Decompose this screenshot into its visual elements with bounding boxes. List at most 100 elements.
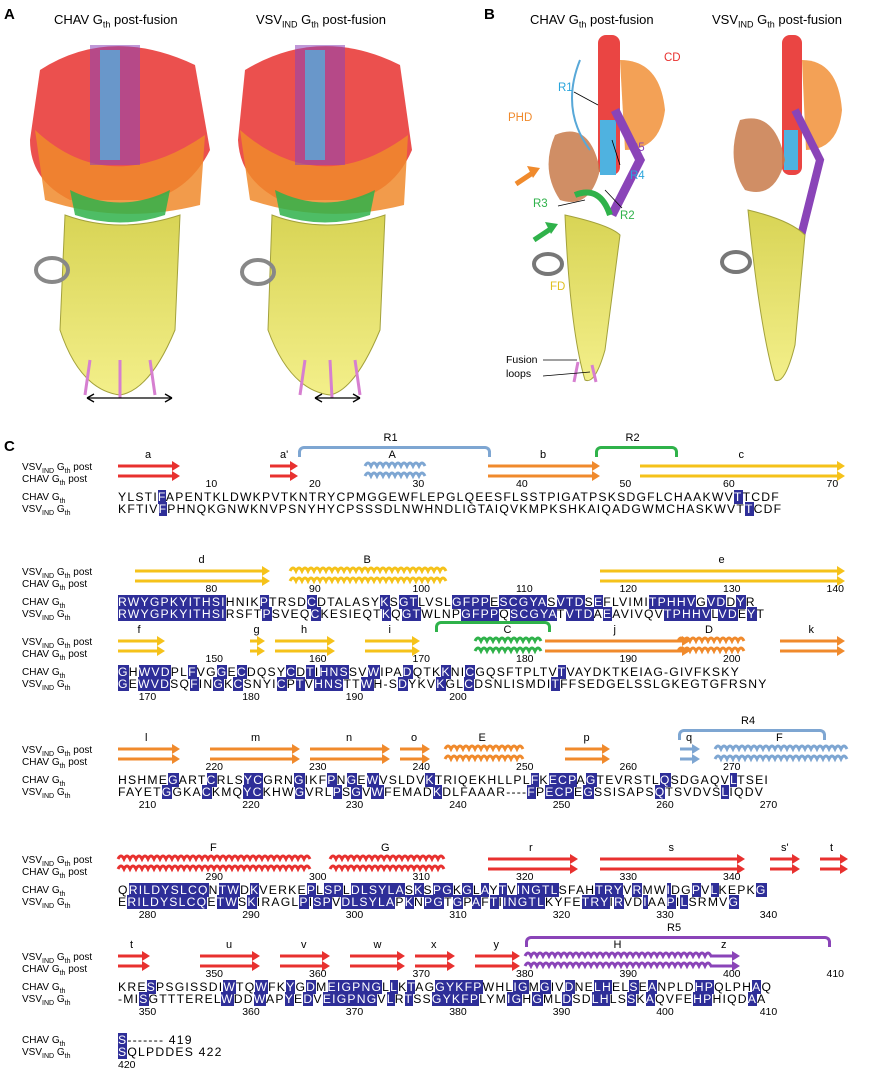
- residue: E: [184, 490, 194, 504]
- residue: G: [461, 607, 472, 621]
- strand-b: [488, 461, 600, 481]
- residue: Y: [243, 773, 254, 787]
- seq-chav: GHWVDPLFVGGECDQSYCDTIHNSSVWIPADQTKKNICGQ…: [118, 665, 740, 679]
- residue: S: [634, 677, 644, 691]
- residue: A: [393, 665, 403, 679]
- residue: -: [383, 677, 389, 691]
- ss-row-label-vsv: VSVIND Gth post: [22, 567, 93, 580]
- residue: L: [344, 595, 353, 609]
- residue: I: [348, 607, 354, 621]
- residue: D: [246, 665, 257, 679]
- residue: S: [712, 785, 722, 799]
- ss-row-label-chav: CHAV Gth post: [22, 964, 88, 977]
- residue: L: [342, 883, 351, 897]
- residue: L: [594, 980, 602, 994]
- chav-trimer-structure: [30, 45, 210, 398]
- residue: G: [168, 773, 179, 787]
- residue: P: [286, 677, 297, 691]
- residue: G: [351, 785, 363, 799]
- residue: Q: [256, 665, 268, 679]
- residue: S: [190, 980, 200, 994]
- residue: S: [128, 773, 138, 787]
- residue: L: [729, 773, 738, 787]
- residue: P: [636, 785, 646, 799]
- residue: P: [175, 490, 185, 504]
- strand-l: [118, 744, 180, 764]
- residue: S: [368, 883, 379, 897]
- residue: G: [442, 883, 453, 897]
- residue: G: [295, 980, 307, 994]
- residue: -: [522, 785, 528, 799]
- residue: C: [753, 502, 764, 516]
- residue: S: [313, 895, 323, 909]
- residue: S: [617, 490, 627, 504]
- residue: V: [196, 665, 207, 679]
- residue: H: [424, 502, 435, 516]
- residue: L: [724, 980, 733, 994]
- position-number-top: 370: [412, 968, 431, 980]
- residue: D: [398, 677, 409, 691]
- residue: F: [771, 490, 780, 504]
- residue: S: [509, 607, 520, 621]
- residue: Y: [489, 883, 499, 897]
- residue: Y: [134, 785, 144, 799]
- residue: Q: [761, 980, 773, 994]
- seq-chav: QRILDYSLCQNTWDKVERKEPLSPLDLSYLASKSPGKGLA…: [118, 883, 767, 897]
- residue: E: [227, 665, 237, 679]
- residue: L: [676, 980, 685, 994]
- seq-label-chav: CHAV Gth: [22, 1035, 66, 1048]
- residue: T: [541, 883, 551, 897]
- residue: G: [263, 773, 274, 787]
- position-number-top: 20: [309, 478, 321, 490]
- residue: K: [704, 502, 715, 516]
- residue: K: [425, 773, 435, 787]
- residue: I: [609, 895, 615, 909]
- residue: R: [314, 785, 325, 799]
- residue: T: [580, 490, 590, 504]
- residue: D: [763, 502, 774, 516]
- residue: F: [720, 677, 729, 691]
- strand-o: [400, 744, 430, 764]
- position-number-top: 260: [619, 761, 638, 773]
- residue: S: [364, 502, 375, 516]
- residue: I: [462, 502, 467, 516]
- residue: E: [545, 785, 555, 799]
- residue: E: [143, 785, 154, 799]
- residue: I: [511, 677, 517, 691]
- residue: S: [342, 785, 352, 799]
- position-number-bottom: 370: [345, 1006, 364, 1018]
- residue: V: [620, 607, 631, 621]
- position-number-bottom: 290: [242, 909, 260, 921]
- residue: L: [226, 773, 235, 787]
- residue: I: [679, 665, 685, 679]
- residue: G: [398, 595, 410, 609]
- residue: T: [159, 992, 168, 1006]
- residue: T: [648, 595, 658, 609]
- residue: Y: [140, 595, 150, 609]
- residue: L: [626, 677, 635, 691]
- residue: V: [150, 677, 161, 691]
- strand-r: [488, 854, 578, 874]
- residue: Y: [378, 883, 388, 897]
- residue: V: [623, 895, 634, 909]
- residue: E: [388, 490, 398, 504]
- residue: G: [689, 773, 701, 787]
- strand-f: [118, 636, 165, 656]
- residue: G: [366, 992, 378, 1006]
- residue: P: [564, 785, 574, 799]
- chav-protomer-structure: [532, 35, 665, 383]
- residue: A: [485, 502, 495, 516]
- residue: V: [686, 595, 697, 609]
- position-number-top: 400: [723, 968, 741, 980]
- residue: T: [595, 883, 604, 897]
- residue: -: [127, 1033, 133, 1047]
- residue: T: [218, 883, 228, 897]
- ss-row-label-vsv: VSVIND Gth post: [22, 745, 93, 758]
- residue: Y: [540, 607, 549, 621]
- residue: T: [193, 607, 202, 621]
- residue: G: [149, 595, 161, 609]
- residue: C: [519, 607, 530, 621]
- residue: Y: [262, 677, 273, 691]
- residue: L: [398, 773, 407, 787]
- panel-letter-c: C: [4, 438, 15, 455]
